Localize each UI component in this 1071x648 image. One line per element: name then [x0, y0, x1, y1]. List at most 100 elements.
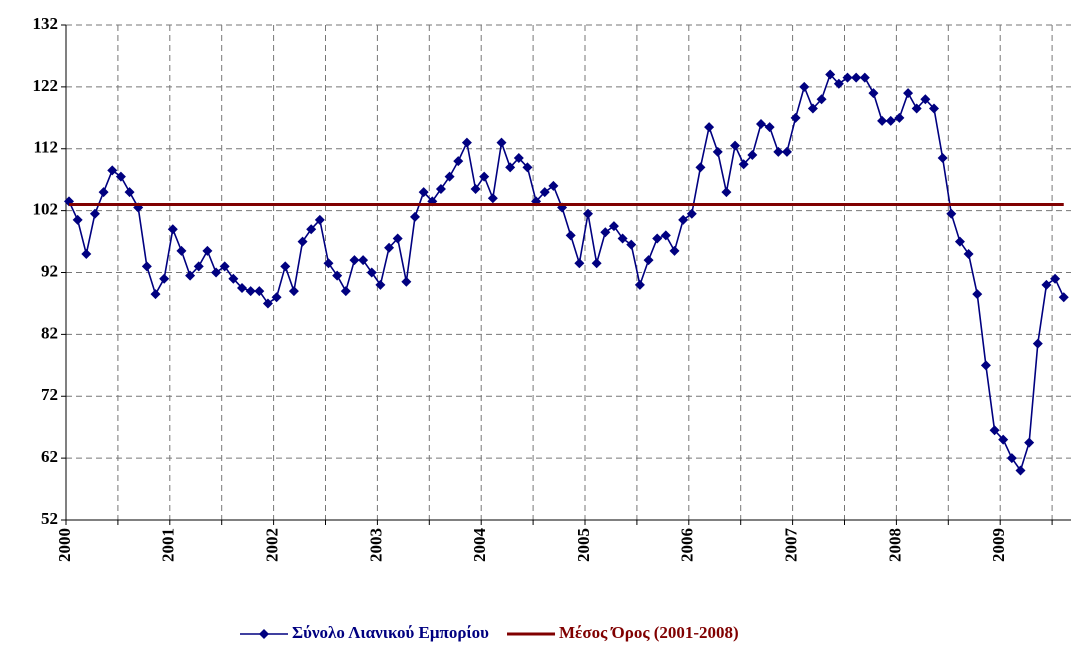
data-point [669, 245, 680, 256]
data-point [193, 261, 204, 272]
data-point [384, 242, 395, 253]
data-point [825, 69, 836, 80]
data-point [470, 183, 481, 194]
data-point [911, 103, 922, 114]
data-point [496, 137, 507, 148]
data-point [513, 153, 524, 164]
data-point [444, 171, 455, 182]
data-point [574, 258, 585, 269]
data-point [280, 261, 291, 272]
data-point [600, 227, 611, 238]
data-point [686, 208, 697, 219]
data-point [1024, 437, 1035, 448]
data-point [721, 187, 732, 198]
data-point [167, 224, 178, 235]
data-point [730, 140, 741, 151]
data-point [185, 270, 196, 281]
data-point [565, 230, 576, 241]
data-point [695, 162, 706, 173]
data-point [868, 88, 879, 99]
data-point [989, 425, 1000, 436]
data-point [98, 187, 109, 198]
data-point [998, 434, 1009, 445]
data-point [816, 94, 827, 105]
x-tick-label: 2002 [263, 528, 282, 562]
y-tick-label: 112 [33, 138, 58, 157]
data-point [548, 180, 559, 191]
data-point [1041, 279, 1052, 290]
data-point [851, 72, 862, 83]
data-point [790, 112, 801, 123]
data-point [539, 187, 550, 198]
x-tick-label: 2005 [574, 528, 593, 562]
data-point [903, 88, 914, 99]
data-point [920, 94, 931, 105]
x-tick-label: 2003 [366, 528, 385, 562]
data-point [799, 81, 810, 92]
y-tick-label: 72 [41, 385, 58, 404]
data-point [124, 187, 135, 198]
data-point [453, 156, 464, 167]
data-point [781, 146, 792, 157]
data-point [954, 236, 965, 247]
data-point [522, 162, 533, 173]
legend-label: Μέσος Όρος (2001-2008) [559, 623, 739, 642]
data-point [756, 119, 766, 129]
data-point [877, 115, 888, 126]
data-point [643, 255, 654, 266]
data-point [211, 267, 222, 278]
data-point [366, 267, 377, 278]
x-tick-label: 2009 [989, 528, 1008, 562]
y-tick-label: 52 [41, 509, 58, 528]
data-point [81, 248, 92, 259]
x-tick-label: 2001 [159, 528, 178, 562]
y-tick-label: 62 [41, 447, 58, 466]
grid [61, 24, 1071, 525]
data-point [747, 149, 758, 160]
data-point [159, 273, 170, 284]
data-point [288, 286, 299, 297]
data-point [1050, 273, 1061, 284]
data-point [262, 298, 273, 309]
data-point [946, 208, 957, 219]
data-point [323, 258, 334, 269]
data-point [885, 115, 896, 126]
data-point [271, 292, 282, 303]
data-point [807, 103, 818, 114]
data-point [842, 72, 853, 83]
data-point [859, 72, 870, 83]
data-point [833, 78, 844, 89]
data-point [89, 208, 100, 219]
data-point [150, 289, 161, 300]
data-point [72, 214, 83, 225]
legend-marker [259, 629, 269, 639]
data-point [435, 183, 446, 194]
y-tick-label: 122 [33, 76, 59, 95]
data-point [652, 233, 663, 244]
x-tick-label: 2006 [678, 528, 697, 562]
y-tick-label: 102 [33, 200, 59, 219]
data-point [375, 279, 386, 290]
data-point [773, 146, 784, 157]
data-point [1015, 465, 1026, 476]
data-point [297, 236, 308, 247]
data-point [660, 230, 671, 241]
y-tick-label: 82 [41, 323, 58, 342]
data-point [1006, 453, 1017, 464]
data-point [583, 208, 593, 219]
labels: 52 62 72 82 92 102 112 122 132 2000 2001 2002 2003 20… [33, 14, 1009, 642]
data-point [115, 171, 126, 182]
data-point [972, 289, 983, 300]
data-point [358, 255, 369, 266]
data-point [418, 187, 429, 198]
data-point [219, 261, 230, 272]
x-tick-label: 2004 [470, 528, 489, 563]
data-point [401, 276, 412, 287]
data-point [1032, 338, 1043, 349]
data-point [254, 286, 265, 297]
data-point [894, 112, 905, 123]
data-point [704, 122, 715, 133]
data-point [107, 165, 118, 176]
data-point [332, 270, 343, 281]
data-point [929, 103, 939, 114]
